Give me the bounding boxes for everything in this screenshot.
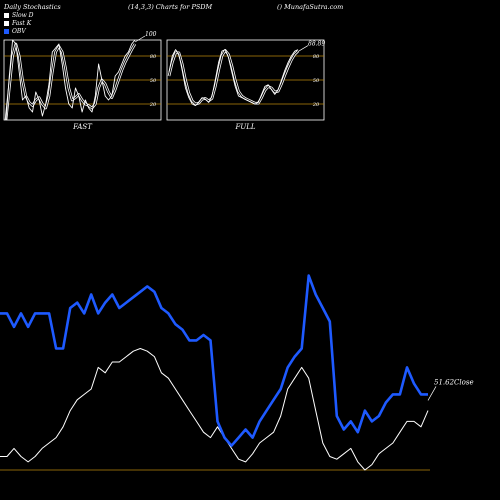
price-line (0, 348, 429, 471)
chart-title-left: Daily Stochastics (4, 3, 61, 11)
full-fast-k-line (168, 49, 299, 107)
full-ytick-80: 80 (313, 54, 320, 60)
obv-line (0, 274, 428, 448)
legend-label-fast-k: Fast K (12, 19, 32, 27)
full-end-pointer (297, 45, 309, 52)
legend-item-obv: OBV (4, 27, 34, 35)
full-ytick-20: 20 (312, 102, 320, 108)
legend-label-slow-d: Slow D (12, 11, 34, 19)
fast-slow-d-line (4, 42, 137, 121)
fast-ytick-20: 20 (149, 102, 157, 108)
legend-swatch-slow-d (4, 12, 9, 18)
legend: Slow D Fast K OBV (4, 11, 34, 35)
legend-label-obv: OBV (12, 27, 26, 35)
legend-swatch-obv (4, 28, 9, 34)
fast-end-pointer (134, 35, 146, 43)
close-pointer (427, 386, 437, 401)
chart-title-right: () MunafaSutra.com (277, 3, 344, 11)
fast-ytick-80: 80 (150, 54, 157, 60)
full-end-label: 88.89 (308, 41, 325, 48)
full-panel-label: FULL (234, 123, 255, 131)
fast-slow-d-line-inner (5, 43, 136, 121)
fast-fast-k-line (5, 39, 136, 121)
fast-panel-label: FAST (72, 123, 93, 131)
legend-item-slow-d: Slow D (4, 11, 34, 19)
legend-item-fast-k: Fast K (4, 19, 34, 27)
legend-swatch-fast-k (4, 20, 9, 26)
close-label: 51.62Close (434, 378, 474, 386)
fast-end-label: 100 (145, 31, 157, 38)
fast-ytick-50: 50 (150, 78, 157, 84)
chart-title-middle: (14,3,3) Charts for PSDM (128, 3, 213, 11)
full-ytick-50: 50 (313, 78, 320, 84)
